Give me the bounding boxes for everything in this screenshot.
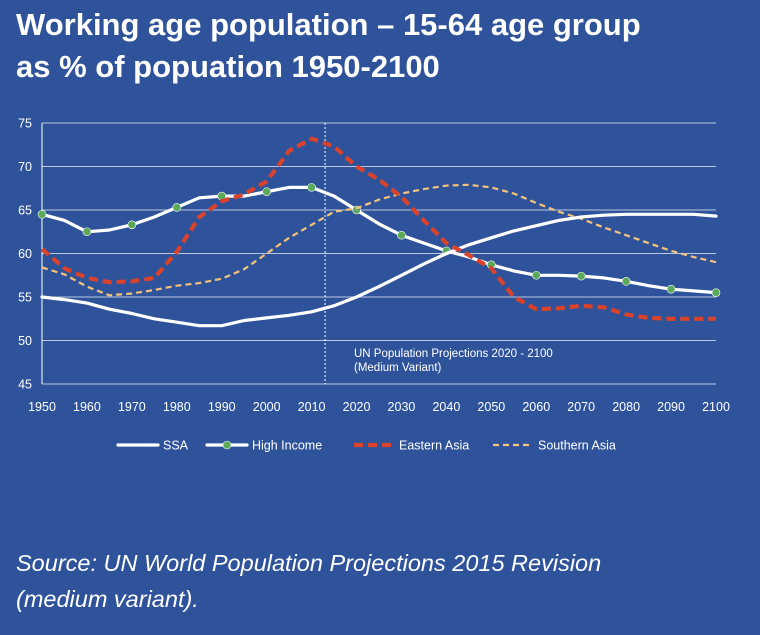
legend-label: SSA xyxy=(163,439,189,453)
series-line-southern-asia xyxy=(41,183,717,297)
x-tick-label: 2080 xyxy=(612,400,640,414)
legend-label: Southern Asia xyxy=(538,439,616,453)
x-tick-label: 1980 xyxy=(163,400,191,414)
series-line-eastern-asia xyxy=(40,136,716,321)
x-tick-label: 2100 xyxy=(702,400,730,414)
series-point-high-income xyxy=(37,210,47,219)
series-point-high-income xyxy=(127,220,137,230)
series-point-high-income xyxy=(307,183,316,192)
x-tick-label: 2070 xyxy=(567,400,595,414)
y-tick-label: 55 xyxy=(18,291,32,305)
series-point-high-income xyxy=(531,270,541,280)
source-note-line: (medium variant). xyxy=(16,586,199,612)
x-tick-label: 2060 xyxy=(522,400,550,414)
series-point-high-income xyxy=(172,203,182,212)
x-tick-label: 1990 xyxy=(208,400,236,414)
x-tick-label: 2020 xyxy=(343,400,371,414)
series-point-high-income xyxy=(397,230,406,240)
series-point-high-income xyxy=(711,288,721,297)
legend-label: High Income xyxy=(252,439,322,453)
series-line-ssa xyxy=(40,212,718,328)
y-tick-label: 75 xyxy=(18,117,32,131)
legend-label: Eastern Asia xyxy=(399,439,469,453)
legend-marker-high-income xyxy=(222,440,232,450)
x-tick-label: 2050 xyxy=(477,400,505,414)
x-tick-label: 1960 xyxy=(73,400,101,414)
series-point-high-income xyxy=(576,271,586,281)
x-tick-label: 2010 xyxy=(298,400,326,414)
x-tick-label: 1950 xyxy=(28,400,56,414)
projection-annotation: UN Population Projections 2020 - 2100 xyxy=(354,348,553,360)
series-point-high-income xyxy=(82,227,92,237)
x-tick-label: 2090 xyxy=(657,400,685,414)
y-tick-label: 65 xyxy=(18,204,32,218)
x-tick-label: 2000 xyxy=(253,400,281,414)
series-point-high-income xyxy=(262,187,271,197)
series-line-high-income xyxy=(40,185,718,295)
y-tick-label: 45 xyxy=(18,378,32,392)
chart-title-line: Working age population – 15-64 age group xyxy=(16,7,641,42)
y-tick-label: 50 xyxy=(18,334,32,348)
chart-title-line: as % of popuation 1950-2100 xyxy=(16,49,440,84)
x-tick-label: 1970 xyxy=(118,400,146,414)
series-point-high-income xyxy=(666,284,676,294)
x-tick-label: 2040 xyxy=(432,400,460,414)
source-note-line: Source: UN World Population Projections … xyxy=(16,550,602,576)
projection-annotation: (Medium Variant) xyxy=(354,362,442,374)
y-tick-label: 70 xyxy=(18,160,32,174)
x-tick-label: 2030 xyxy=(388,400,416,414)
series-point-high-income xyxy=(621,277,631,286)
chart-title: Working age population – 15-64 age group… xyxy=(16,4,756,88)
y-tick-label: 60 xyxy=(18,247,32,261)
line-chart: 45 50 55 60 65 70 75 1950 1960 1970 1980 1990 2000 20… xyxy=(18,117,730,453)
source-note: Source: UN World Population Projections … xyxy=(16,545,746,617)
